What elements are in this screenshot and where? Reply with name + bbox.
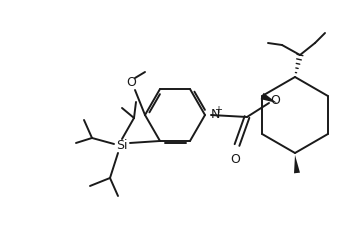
Text: Si: Si	[116, 140, 128, 152]
Text: +: +	[214, 105, 222, 115]
Text: N: N	[211, 107, 220, 121]
Polygon shape	[261, 93, 277, 103]
Polygon shape	[294, 155, 300, 173]
Text: O: O	[126, 76, 136, 89]
Text: O: O	[270, 94, 280, 107]
Text: O: O	[230, 153, 240, 166]
